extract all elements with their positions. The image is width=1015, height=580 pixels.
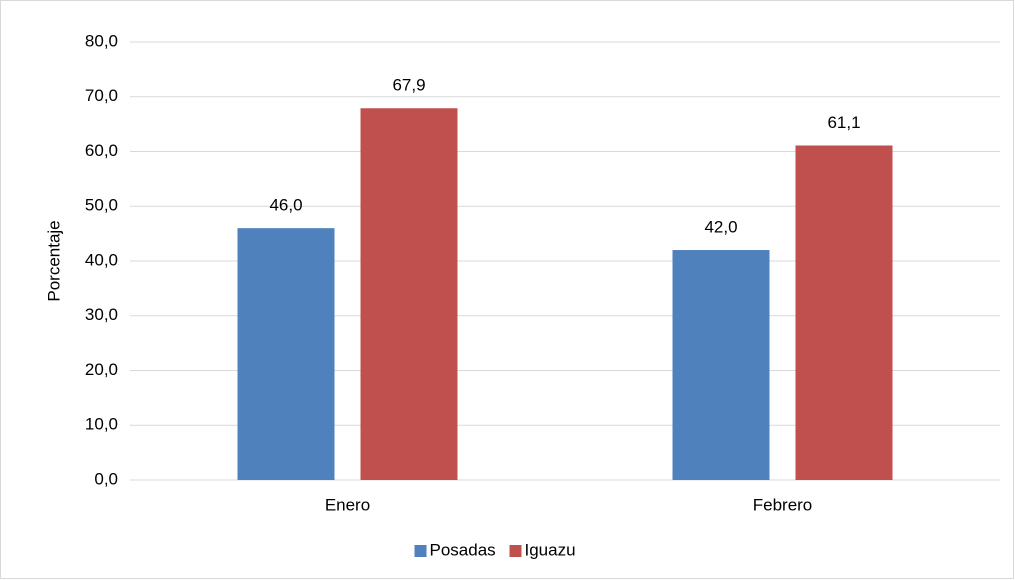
y-tick-label: 80,0 [85, 31, 118, 50]
legend-label: Posadas [430, 540, 496, 559]
value-label: 67,9 [392, 76, 425, 95]
y-tick-label: 50,0 [85, 196, 118, 215]
y-axis-label: Porcentaje [44, 220, 63, 301]
value-label: 42,0 [704, 218, 737, 237]
y-tick-label: 70,0 [85, 86, 118, 105]
bar [795, 145, 893, 481]
y-tick-label: 20,0 [85, 360, 118, 379]
bar [360, 108, 458, 480]
value-label: 46,0 [269, 196, 302, 215]
legend-swatch [414, 545, 427, 557]
bar [672, 250, 770, 480]
y-tick-label: 60,0 [85, 141, 118, 160]
y-tick-label: 30,0 [85, 305, 118, 324]
x-tick-label: Febrero [753, 495, 813, 514]
legend-swatch [509, 545, 522, 557]
x-tick-label: Enero [325, 495, 370, 514]
bar [237, 228, 335, 480]
y-tick-label: 10,0 [85, 415, 118, 434]
value-label: 61,1 [827, 113, 860, 132]
y-tick-label: 40,0 [85, 250, 118, 269]
y-tick-label: 0,0 [94, 469, 118, 488]
legend-label: Iguazu [525, 540, 576, 559]
